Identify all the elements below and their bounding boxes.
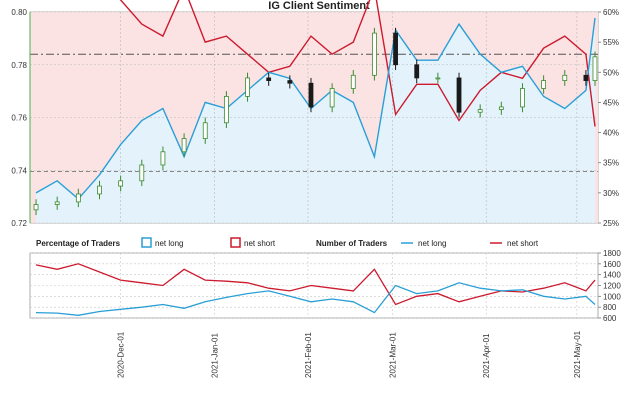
date-tick-label: 2020-Dec-01 [117,331,126,378]
pct-tick-label: 50% [603,68,619,77]
legend: Percentage of Traders net long net short… [36,237,539,248]
price-axis-ticks: 0.72 0.74 0.76 0.78 0.80 [11,8,27,228]
candle-body [498,106,504,110]
candle-body [160,151,166,166]
candle-body [118,180,124,187]
candle-body [223,96,229,124]
candle-body [393,32,398,66]
candle-body [202,122,208,140]
count-tick-label: 800 [603,303,617,312]
price-tick-label: 0.76 [11,114,27,123]
candle-body [287,80,293,84]
candle-body [477,109,483,113]
candle-body [520,88,525,108]
candle-body [54,201,60,205]
legend-pct-short-swatch [230,237,241,248]
date-tick-label: 2021-May-01 [573,330,582,378]
candle-body [541,80,547,89]
count-tick-label: 1400 [603,271,621,280]
price-candles [33,27,598,216]
legend-pct-long-swatch [141,237,152,248]
candle-body [33,204,39,211]
count-tick-label: 1800 [603,249,621,258]
pct-axis-ticks: 25% 30% 35% 40% 45% 50% 55% 60% [598,8,619,228]
date-axis-ticks: 2020-Dec-01 2021-Jan-01 2021-Feb-01 2021-Ma… [117,330,582,378]
legend-pct-long-label: net long [155,239,183,248]
candle-body [181,138,187,153]
legend-num-title: Number of Traders [316,239,388,248]
price-tick-label: 0.80 [11,8,27,17]
legend-num-long-label: net long [418,239,446,248]
date-tick-label: 2021-Feb-01 [304,332,313,378]
price-tick-label: 0.74 [11,166,27,175]
count-tick-label: 600 [603,314,617,323]
candle-body [456,77,462,113]
candle-body [435,77,441,80]
price-grid [30,11,598,224]
count-tick-label: 1200 [603,282,621,291]
legend-pct-title: Percentage of Traders [36,239,121,248]
candle-body [266,77,272,81]
legend-pct-short-label: net short [244,239,276,248]
pct-tick-label: 45% [603,98,619,107]
candle-body [245,77,250,97]
candle-body [350,74,356,89]
candle-body [562,74,568,81]
candle-body [139,164,145,182]
date-tick-label: 2021-Mar-01 [389,332,398,378]
pct-tick-label: 35% [603,159,619,168]
price-panel: 0.72 0.74 0.76 0.78 0.80 25% 30% 35% 40% 45% 50% 5… [11,0,619,228]
candle-body [75,193,81,203]
pct-tick-label: 60% [603,8,619,17]
legend-num-short-label: net short [507,239,539,248]
candle-body [414,64,420,79]
candle-body [592,56,598,81]
net-short-pct-line [119,0,596,127]
price-tick-label: 0.78 [11,61,27,70]
chart-title: IG Client Sentiment [268,0,370,12]
net-long-count-line [35,282,596,316]
date-tick-label: 2021-Jan-01 [210,333,219,378]
candle-body [583,74,589,81]
count-tick-label: 1600 [603,260,621,269]
count-tick-label: 1000 [603,292,621,301]
candle-body [308,82,314,108]
pct-tick-label: 30% [603,189,619,198]
candle-body [372,32,377,76]
net-long-pct-line [35,17,596,200]
price-tick-label: 0.72 [11,219,27,228]
net-short-count-line [35,263,596,306]
pct-tick-label: 25% [603,219,619,228]
candle-body [329,88,335,108]
candle-body [97,185,102,195]
net-long-area [36,18,595,223]
pct-tick-label: 55% [603,38,619,47]
pct-tick-label: 40% [603,129,619,138]
date-tick-label: 2021-Apr-01 [482,333,491,378]
